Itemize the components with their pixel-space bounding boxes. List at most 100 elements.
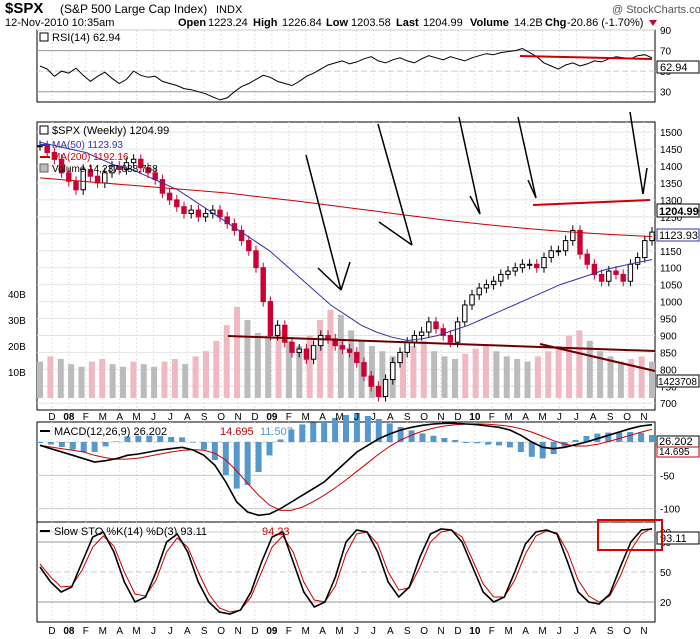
candle-body <box>382 379 389 397</box>
candle-body <box>310 345 317 360</box>
resistance-line <box>532 199 651 206</box>
candle-body <box>505 270 511 275</box>
price-tick-label: 1500 <box>660 128 683 139</box>
volume-bar <box>441 356 448 398</box>
macd-hist-legend-label: 11.507 <box>260 426 293 438</box>
volume-bar <box>607 356 614 398</box>
volume-bar <box>171 359 178 398</box>
price-last-box <box>656 203 700 218</box>
x-tick-label: O <box>420 412 428 423</box>
volume-bar <box>223 325 230 398</box>
macd-histogram-bar <box>397 427 404 442</box>
candle-body <box>490 280 497 286</box>
candle-body <box>274 324 281 336</box>
arrow-4b <box>527 179 537 199</box>
macd-histogram-bar <box>69 442 76 450</box>
volume-bar <box>213 340 220 398</box>
macd-histogram-bar <box>430 435 437 442</box>
candle-body <box>267 301 274 336</box>
macd-histogram-bar <box>364 416 371 442</box>
volume-bar <box>37 361 43 398</box>
macd-histogram-bar <box>157 436 164 442</box>
volume-bar <box>296 346 303 398</box>
chg-label: Chg <box>545 17 566 29</box>
macd-histogram-bar <box>200 442 207 450</box>
volume-bar <box>514 359 521 398</box>
macd-histogram-bar <box>332 418 339 442</box>
arrow-2b <box>378 221 413 246</box>
ma200-legend-label: MA(200) 1192.16 <box>52 152 129 163</box>
x-tick-label-bottom: M <box>505 626 513 637</box>
volume-bar <box>130 361 137 398</box>
candle-body <box>368 375 374 387</box>
x-tick-label: M <box>335 412 343 423</box>
x-tick-label-bottom: M <box>99 626 107 637</box>
low-label: Low <box>326 17 348 29</box>
candle-body <box>51 151 58 160</box>
x-tick-label-bottom: 09 <box>266 626 278 637</box>
sto-tick-label: 20 <box>660 598 672 609</box>
candle-body <box>166 192 173 201</box>
ma50-last-box <box>656 228 700 242</box>
candle-body <box>404 341 410 353</box>
arrow-3b <box>469 195 481 215</box>
x-tick-label-bottom: J <box>574 626 579 637</box>
x-tick-label-bottom: D <box>48 626 55 637</box>
price-candles <box>37 140 655 402</box>
volume-bar <box>649 361 655 398</box>
volume-bar <box>202 351 209 398</box>
candle-body <box>44 145 50 153</box>
x-tick-label-bottom: A <box>319 626 326 637</box>
chart-name: (S&P 500 Large Cap Index) <box>60 2 207 16</box>
x-tick-label: A <box>590 412 597 423</box>
macd-histogram-bar <box>47 442 54 445</box>
annotations <box>227 55 656 372</box>
x-tick-label-bottom: N <box>640 626 647 637</box>
candle-body <box>433 321 439 330</box>
candle-body <box>498 273 504 282</box>
macd-legend: MACD(12,26,9) 26.202 14.695 11.507 <box>40 426 293 438</box>
sto-d-legend-label: 94.23 <box>262 526 290 538</box>
candle-body <box>426 321 432 333</box>
volume-bar <box>348 330 355 398</box>
rsi-tick-label: 70 <box>660 47 672 58</box>
candle-body <box>454 321 461 343</box>
candle-body <box>58 158 65 174</box>
candle-body <box>346 348 353 353</box>
x-tick-label: 10 <box>469 412 481 423</box>
volume-bar <box>78 366 85 398</box>
x-tick-label: N <box>640 412 647 423</box>
macd-histogram-bar <box>168 437 175 442</box>
macd-histogram-bar <box>255 442 262 472</box>
volume-bar <box>182 364 189 398</box>
down-arrow-icon <box>649 20 657 26</box>
macd-histogram-bar <box>299 424 306 442</box>
candle-body <box>570 229 576 242</box>
volume-bar <box>628 359 635 398</box>
axis-labels: DD0808FFMMAAMMJJJJAASSOONNDD0909FFMMAAMM… <box>8 26 683 637</box>
rsi-panel <box>36 29 656 103</box>
macd-signal-last-box <box>656 446 700 458</box>
indicator-lines <box>37 47 655 615</box>
arrow-1 <box>305 154 342 291</box>
x-tick-label: J <box>574 412 579 423</box>
candle-body <box>627 263 634 282</box>
candle-body <box>483 284 490 289</box>
x-tick-label: F <box>286 412 292 423</box>
candle-body <box>246 240 252 252</box>
x-tick-label-bottom: O <box>420 626 428 637</box>
macd-histogram-bar <box>244 442 251 485</box>
volume-legend-swatch <box>39 163 49 173</box>
volume-bar <box>483 346 490 398</box>
x-tick-label-bottom: M <box>538 626 546 637</box>
volume-bar <box>400 351 407 398</box>
candle-body <box>555 250 562 253</box>
macd-histogram-bar <box>321 422 328 442</box>
volume-last-box <box>656 374 700 388</box>
chart-exchange: INDX <box>216 4 243 16</box>
candle-body <box>217 209 223 218</box>
macd-legend-label: MACD(12,26,9) 26.202 <box>54 426 167 438</box>
candle-body <box>591 263 598 275</box>
candle-body <box>620 273 626 282</box>
candle-body <box>469 294 475 306</box>
